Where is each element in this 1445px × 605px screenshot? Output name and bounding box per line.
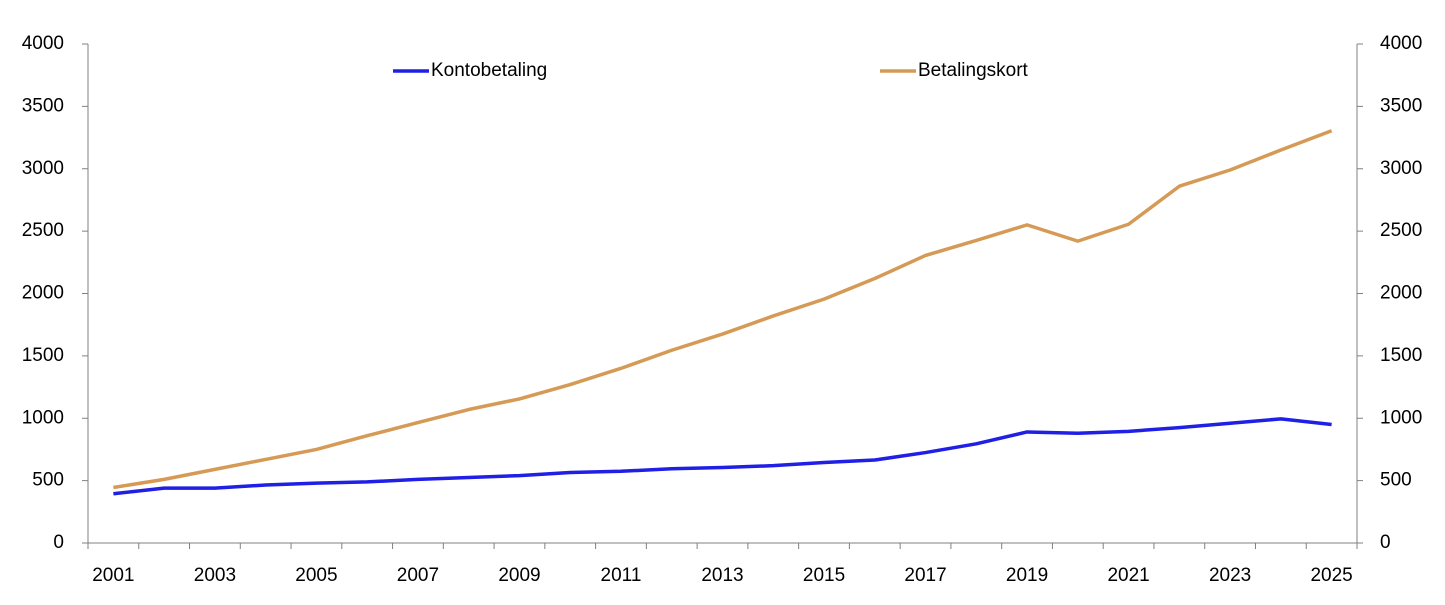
y-tick-label: 0 [53,532,64,553]
x-tick-label: 2013 [701,565,743,586]
x-tick-label: 2007 [397,565,439,586]
y2-tick-label: 500 [1380,470,1412,491]
y2-tick-label: 2000 [1380,283,1422,304]
y2-tick-label: 0 [1380,532,1391,553]
x-tick-label: 2025 [1310,565,1352,586]
y-tick-label: 500 [32,470,64,491]
x-tick-label: 2003 [194,565,236,586]
x-tick-label: 2011 [601,565,642,586]
x-tick-label: 2015 [803,565,845,586]
x-tick-label: 2019 [1006,565,1048,586]
y2-tick-label: 2500 [1380,220,1422,241]
x-tick-label: 2009 [498,565,540,586]
y-tick-label: 1000 [22,407,64,428]
line-series [113,417,1332,496]
y-tick-label: 3000 [22,158,64,179]
y2-tick-label: 1500 [1380,345,1422,366]
y2-tick-label: 1000 [1380,407,1422,428]
legend-label: Kontobetaling [431,60,547,81]
y-tick-label: 2500 [22,220,64,241]
y-tick-label: 3500 [22,95,64,116]
legend-label: Betalingskort [918,60,1029,81]
y2-tick-label: 3000 [1380,158,1422,179]
x-tick-label: 2005 [295,565,337,586]
x-tick-label: 2001 [92,565,134,586]
y2-tick-label: 4000 [1380,33,1422,54]
y2-tick-label: 3500 [1380,95,1422,116]
x-tick-label: 2023 [1209,565,1251,586]
line-series [113,129,1333,490]
y-tick-label: 2000 [22,283,64,304]
y-tick-label: 4000 [22,33,64,54]
y-tick-label: 1500 [22,345,64,366]
x-tick-label: 2021 [1107,565,1149,586]
x-tick-label: 2017 [904,565,946,586]
